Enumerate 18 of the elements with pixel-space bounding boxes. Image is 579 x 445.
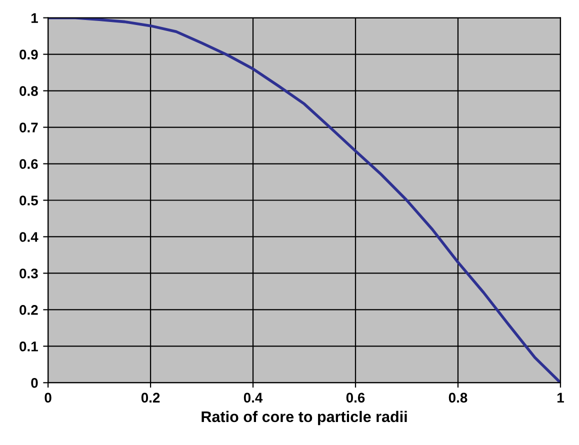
x-tick-label: 0.6	[346, 392, 365, 403]
y-tick-label: 0.2	[20, 305, 38, 315]
x-axis-title: Ratio of core to particle radii	[202, 410, 407, 426]
y-tick-label: 0.8	[20, 86, 38, 96]
y-tick-label: 0.5	[20, 196, 38, 206]
x-tick-label: 0	[44, 392, 52, 403]
y-tick-label: 0.7	[20, 122, 38, 132]
y-tick-label: 0	[31, 378, 38, 388]
y-tick-label: 0.6	[20, 159, 38, 169]
y-tick-label: 0.9	[20, 50, 38, 60]
y-tick-label: 0.4	[20, 232, 38, 242]
y-tick-label: 0.1	[20, 342, 38, 352]
x-tick-label: 0.2	[141, 392, 160, 403]
y-tick-label: 1	[31, 13, 38, 23]
x-tick-label: 1	[557, 392, 564, 402]
x-tick-label: 0.8	[448, 392, 468, 403]
x-tick-label: 0.4	[244, 392, 263, 403]
y-tick-label: 0.3	[20, 268, 38, 278]
